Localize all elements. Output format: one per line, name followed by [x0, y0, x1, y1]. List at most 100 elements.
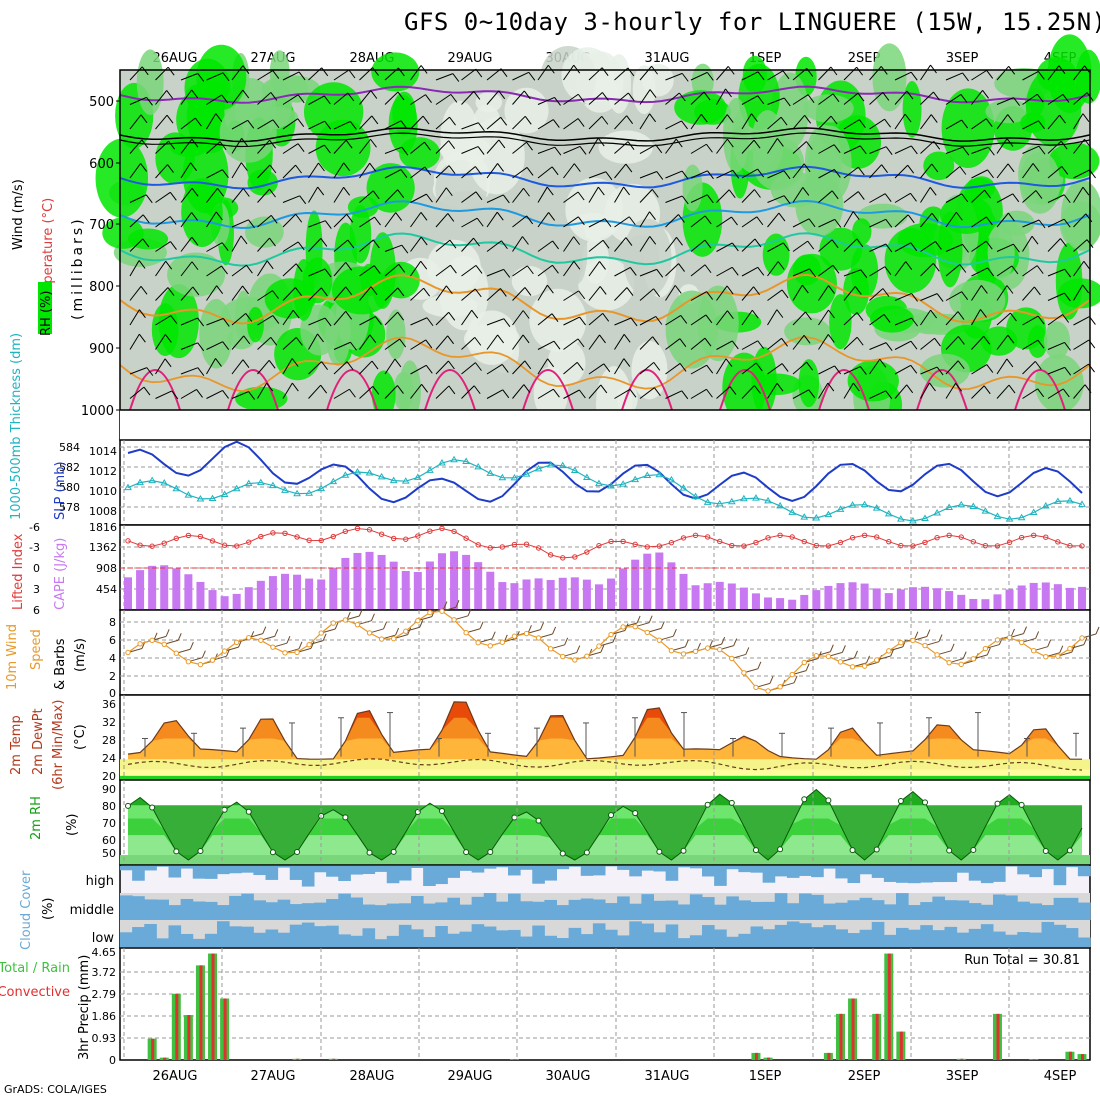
wind10-marker: [536, 636, 540, 640]
wind10-marker: [150, 638, 154, 642]
cape-bar: [438, 553, 446, 610]
cloud-bar: [363, 928, 376, 947]
cloud-bar: [290, 866, 303, 880]
cloud-bar: [569, 866, 582, 867]
rh2m-marker: [464, 850, 469, 855]
rh2m-marker: [633, 811, 638, 816]
wind10-marker: [1080, 636, 1084, 640]
cloud-bar: [945, 927, 958, 947]
cloud-bar: [969, 929, 982, 947]
wind10-marker: [778, 685, 782, 689]
rh-label: RH (%): [39, 291, 54, 336]
wind10-marker: [1068, 646, 1072, 650]
cloud-bar: [1017, 932, 1030, 947]
rh2m-marker: [681, 848, 686, 853]
rh2m-marker: [222, 807, 227, 812]
cloud-bar: [811, 927, 824, 947]
cape-bar: [812, 590, 820, 610]
rh2m-tick: 70: [102, 817, 116, 830]
slp-tick: 1014: [89, 445, 117, 458]
cape-bar: [209, 590, 217, 610]
wind10-marker: [319, 631, 323, 635]
cloud-bar: [738, 934, 751, 947]
wind10-marker: [512, 634, 516, 638]
cape-bar: [909, 587, 917, 610]
precip-conv-bar: [151, 1039, 154, 1060]
rh2m-marker: [198, 848, 203, 853]
cape-bar: [353, 553, 361, 610]
cape-bar: [293, 575, 301, 610]
cloud-bar: [908, 866, 921, 883]
cloud-bar: [181, 866, 194, 869]
cloud-bar: [896, 893, 909, 920]
cloud-bar: [726, 896, 739, 920]
cape-bar: [921, 587, 929, 610]
cloud-bar: [1029, 903, 1042, 920]
rh2m-base: [120, 855, 1090, 865]
cloud-bar: [569, 928, 582, 947]
cloud-bar: [181, 899, 194, 920]
cloud-bar: [860, 930, 873, 947]
cloud-bar: [702, 866, 715, 876]
wind10-marker: [186, 659, 190, 663]
cloud-bar: [278, 900, 291, 920]
precip-conv-bar: [1069, 1052, 1072, 1060]
precip-conv-bar: [767, 1058, 770, 1060]
cloud-unit: (%): [41, 898, 56, 921]
precip-conv-bar: [1081, 1054, 1084, 1060]
wind10-marker: [766, 689, 770, 693]
cape-bar: [426, 562, 434, 610]
li-tick: 0: [33, 562, 40, 575]
cape-bar: [728, 583, 736, 610]
rh2m-marker: [705, 802, 710, 807]
cloud-bar: [387, 936, 400, 947]
cloud-bar: [811, 866, 824, 877]
precip-conv-bar: [187, 1015, 190, 1060]
cloud-bar: [423, 904, 436, 920]
cloud-bar: [714, 905, 727, 920]
cloud-bar: [981, 866, 994, 883]
cape-bar: [631, 560, 639, 610]
cloud-bar: [544, 900, 557, 920]
cloud-bar: [472, 897, 485, 920]
run-total: Run Total = 30.81: [964, 953, 1080, 968]
credit: GrADS: COLA/IGES: [4, 1083, 107, 1096]
cloud-bar: [1054, 898, 1067, 920]
wind10-marker: [1019, 640, 1023, 644]
cloud-bar: [654, 901, 667, 920]
precip-tick: 1.86: [92, 1010, 117, 1023]
rh-patch: [683, 165, 703, 212]
cloud-bar: [411, 896, 424, 920]
cape-bar: [124, 577, 132, 610]
rh2m-marker: [802, 797, 807, 802]
cloud-bar: [751, 866, 764, 873]
cloud-bar: [678, 866, 691, 867]
rh-patch: [753, 137, 805, 191]
cloud-bar: [593, 866, 606, 875]
li-tick: 6: [33, 604, 40, 617]
precip-conv-bar: [513, 1059, 516, 1060]
wind10-marker: [573, 658, 577, 662]
wind10-marker: [935, 653, 939, 657]
cloud-bar: [872, 866, 885, 878]
wind10-barb-flag: [1096, 627, 1099, 634]
rh2m-marker: [536, 818, 541, 823]
cape-bar: [1006, 590, 1014, 610]
cloud-bar: [314, 926, 327, 947]
wind10-marker: [705, 646, 709, 650]
rh-patch: [512, 266, 548, 296]
precip-conv-bar: [1033, 1059, 1036, 1060]
rh2m-marker: [560, 851, 565, 856]
cape-tick: 454: [96, 583, 117, 596]
rh-patch: [371, 52, 419, 91]
cloud-bar: [654, 866, 667, 871]
cloud-bar: [714, 866, 727, 886]
precip-conv-bar: [224, 998, 227, 1060]
cloud-bar: [799, 866, 812, 876]
cape-bar: [969, 599, 977, 610]
cloud-bar: [787, 921, 800, 947]
bottom-date-label: 26AUG: [152, 1069, 197, 1084]
cloud-bar: [581, 899, 594, 920]
wind10-marker: [476, 641, 480, 645]
